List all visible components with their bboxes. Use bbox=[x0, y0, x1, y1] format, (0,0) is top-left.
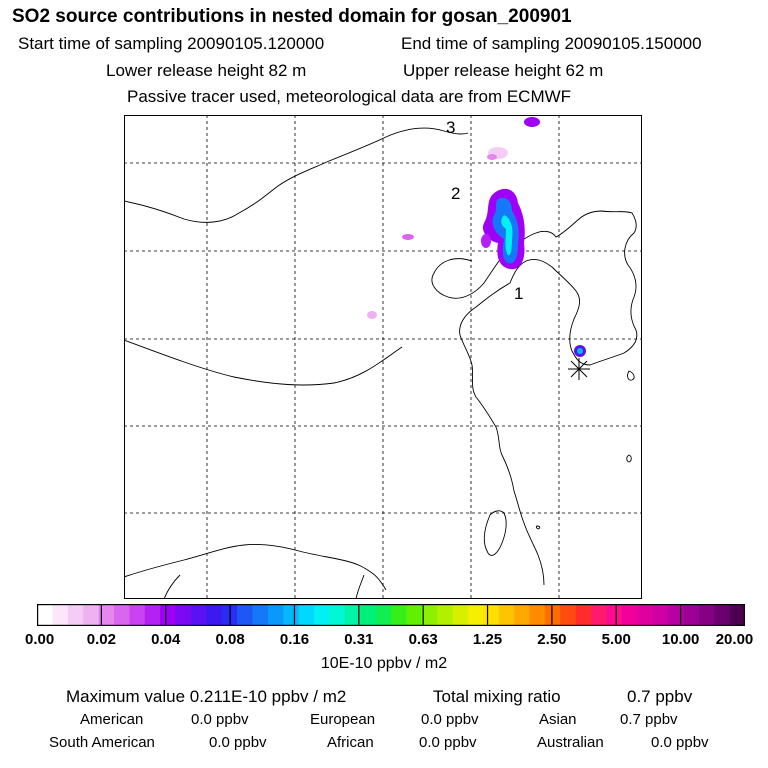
footprint-map: 1 2 3 bbox=[124, 115, 642, 599]
colorbar-segment bbox=[483, 604, 500, 626]
colorbar-segment bbox=[83, 604, 100, 626]
region-name-australian: Australian bbox=[537, 734, 604, 751]
upper-release-height: Upper release height 62 m bbox=[403, 61, 604, 80]
colorbar-segment bbox=[252, 604, 269, 626]
colorbar-segment bbox=[452, 604, 469, 626]
colorbar-tick-label: 20.00 bbox=[715, 631, 754, 648]
colorbar bbox=[37, 604, 745, 626]
colorbar-segment bbox=[206, 604, 223, 626]
colorbar-segment bbox=[529, 604, 546, 626]
colorbar-segment bbox=[129, 604, 146, 626]
colorbar-segment bbox=[144, 604, 161, 626]
colorbar-segment bbox=[637, 604, 654, 626]
total-mixing-ratio-label: Total mixing ratio bbox=[433, 687, 561, 706]
region-name-south-american: South American bbox=[49, 734, 155, 751]
colorbar-segment bbox=[575, 604, 592, 626]
region-name-european: European bbox=[310, 711, 376, 728]
colorbar-segment bbox=[406, 604, 423, 626]
colorbar-tick-label: 2.50 bbox=[537, 631, 567, 648]
colorbar-segment bbox=[160, 604, 177, 626]
colorbar-segment bbox=[329, 604, 346, 626]
colorbar-segment bbox=[698, 604, 715, 626]
colorbar-segment bbox=[714, 604, 731, 626]
colorbar-segment bbox=[298, 604, 315, 626]
colorbar-tick-label: 0.16 bbox=[279, 631, 310, 648]
region-name-american: American bbox=[80, 711, 144, 728]
colorbar-segment bbox=[606, 604, 623, 626]
colorbar-segment bbox=[591, 604, 607, 626]
region-value-australian: 0.0 ppbv bbox=[651, 734, 709, 751]
tracer-note: Passive tracer used, meteorological data… bbox=[127, 87, 572, 106]
colorbar-segment bbox=[344, 604, 361, 626]
colorbar-segment bbox=[391, 604, 407, 626]
colorbar-segment bbox=[314, 604, 330, 626]
colorbar-segment bbox=[67, 604, 84, 626]
colorbar-segment bbox=[498, 604, 515, 626]
colorbar-segment bbox=[560, 604, 577, 626]
region-name-african: African bbox=[327, 734, 374, 751]
trajectory-marker-2: 2 bbox=[451, 184, 460, 203]
colorbar-segment bbox=[544, 604, 561, 626]
colorbar-segment bbox=[683, 604, 700, 626]
region-value-european: 0.0 ppbv bbox=[421, 711, 479, 728]
page-title: SO2 source contributions in nested domai… bbox=[12, 6, 572, 27]
colorbar-tick-label: 5.00 bbox=[601, 631, 631, 648]
colorbar-segment bbox=[729, 604, 745, 626]
colorbar-segment bbox=[175, 604, 192, 626]
region-name-asian: Asian bbox=[539, 711, 577, 728]
colorbar-tick-label: 0.08 bbox=[215, 631, 245, 648]
colorbar-segment bbox=[283, 604, 300, 626]
region-value-african: 0.0 ppbv bbox=[419, 734, 477, 751]
colorbar-tick-label: 10.00 bbox=[661, 631, 700, 648]
colorbar-segment bbox=[98, 604, 115, 626]
colorbar-frame bbox=[37, 604, 745, 626]
colorbar-segment bbox=[113, 604, 130, 626]
colorbar-segment bbox=[652, 604, 669, 626]
colorbar-unit-label: 10E-10 ppbv / m2 bbox=[320, 655, 448, 672]
colorbar-tick-label: 1.25 bbox=[472, 631, 503, 648]
region-value-american: 0.0 ppbv bbox=[191, 711, 249, 728]
maximum-value-label: Maximum value 0.211E-10 ppbv / m2 bbox=[66, 687, 347, 706]
lower-release-height: Lower release height 82 m bbox=[106, 61, 307, 80]
coastlines bbox=[124, 127, 638, 599]
colorbar-segment bbox=[360, 604, 377, 626]
total-mixing-ratio-value: 0.7 ppbv bbox=[627, 687, 693, 706]
colorbar-segment bbox=[514, 604, 531, 626]
colorbar-tick-label: 0.02 bbox=[86, 631, 116, 648]
colorbar-tick-label: 0.31 bbox=[344, 631, 374, 648]
trajectory-marker-3: 3 bbox=[446, 118, 455, 137]
colorbar-segment bbox=[190, 604, 207, 626]
colorbar-segment bbox=[437, 604, 454, 626]
concentration-plumes bbox=[367, 117, 586, 357]
start-time-label: Start time of sampling 20090105.120000 bbox=[18, 34, 325, 53]
colorbar-segment bbox=[668, 604, 684, 626]
colorbar-segment bbox=[467, 604, 484, 626]
map-gridlines bbox=[124, 115, 642, 599]
colorbar-tick-label: 0.04 bbox=[151, 631, 181, 648]
colorbar-segment bbox=[37, 604, 53, 626]
colorbar-segment bbox=[52, 604, 69, 626]
colorbar-segment bbox=[267, 604, 284, 626]
trajectory-marker-1: 1 bbox=[514, 284, 523, 303]
end-time-label: End time of sampling 20090105.150000 bbox=[401, 34, 702, 53]
colorbar-segment bbox=[375, 604, 392, 626]
colorbar-segment bbox=[621, 604, 638, 626]
colorbar-tick-label: 0.63 bbox=[408, 631, 438, 648]
region-value-south-american: 0.0 ppbv bbox=[209, 734, 267, 751]
receptor-asterisk-icon bbox=[568, 358, 590, 380]
colorbar-segment bbox=[237, 604, 253, 626]
colorbar-tick-label: 0.00 bbox=[25, 631, 55, 648]
region-value-asian: 0.7 ppbv bbox=[620, 711, 678, 728]
colorbar-segment bbox=[421, 604, 438, 626]
